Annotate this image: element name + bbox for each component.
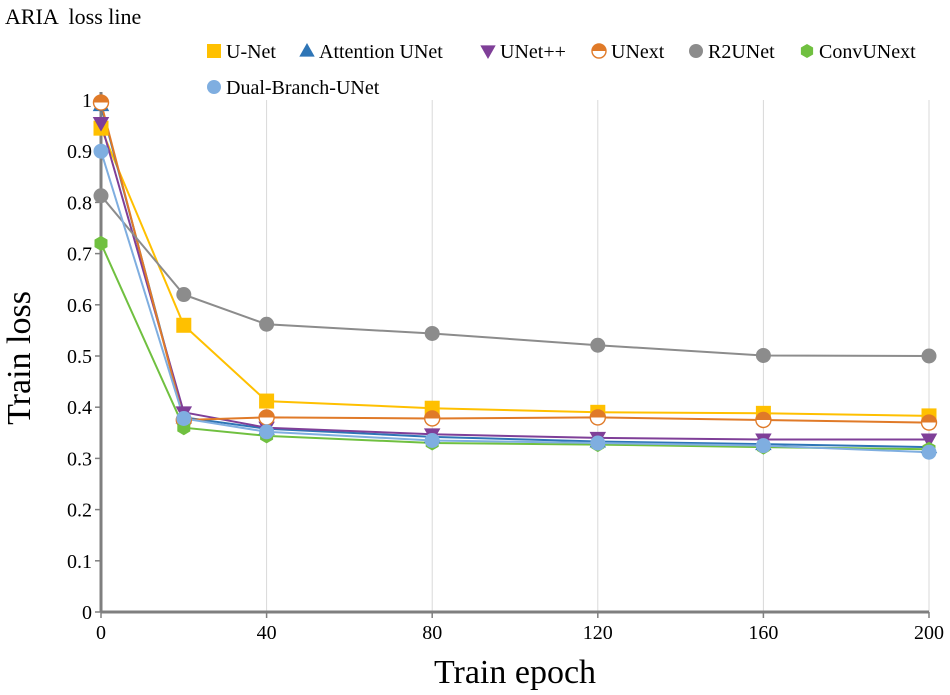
x-tick-label: 0 <box>96 622 106 644</box>
chart-title: ARIA loss line <box>5 4 141 29</box>
data-point-unext <box>589 409 606 426</box>
data-point-dual-branch-unet <box>755 438 771 454</box>
x-tick-label: 40 <box>257 622 277 644</box>
series-points-dual-branch-unet <box>93 143 937 460</box>
legend-item-unetplusplus: UNet++ <box>480 41 566 63</box>
legend-marker-r2unet <box>689 44 703 58</box>
series-line-attention-unet <box>100 104 930 449</box>
legend-marker-convunext <box>800 44 814 58</box>
legend-item-unext: UNext <box>591 41 665 63</box>
series-lines <box>100 102 930 454</box>
x-tick-label: 200 <box>914 622 944 644</box>
data-point-dual-branch-unet <box>176 410 192 426</box>
y-tick-label: 0.5 <box>67 346 92 368</box>
data-point-convunext <box>94 235 108 251</box>
data-point-unetplusplus <box>920 433 938 449</box>
series-markers <box>92 94 938 460</box>
axes <box>95 92 930 618</box>
series-points-unext <box>92 94 938 431</box>
data-point-r2unet <box>755 347 771 363</box>
legend-label-unext: UNext <box>611 41 665 63</box>
legend: U-Net Attention UNet UNet++ UNext R2UNet Conv… <box>207 41 916 99</box>
x-tick-labels: 0 40 80 120 160 200 <box>96 622 944 644</box>
legend-label-unetplusplus: UNet++ <box>500 41 566 63</box>
data-point-unext <box>258 409 275 426</box>
data-point-dual-branch-unet <box>424 432 440 448</box>
data-point-dual-branch-unet <box>590 435 606 451</box>
x-tick-label: 120 <box>583 622 613 644</box>
legend-label-dual-branch-unet: Dual-Branch-UNet <box>226 77 380 99</box>
data-point-unext <box>424 410 441 427</box>
data-point-unext <box>920 414 938 431</box>
legend-item-dual-branch-unet: Dual-Branch-UNet <box>207 77 380 99</box>
data-point-dual-branch-unet <box>259 424 275 440</box>
y-tick-label: 0.7 <box>67 244 92 266</box>
series-points-unetplusplus <box>92 117 938 449</box>
x-tick-label: 160 <box>748 622 778 644</box>
legend-item-convunext: ConvUNext <box>800 41 916 63</box>
legend-marker-attention-unet <box>299 42 315 57</box>
data-point-r2unet <box>590 337 606 353</box>
data-point-r2unet <box>921 348 937 364</box>
series-line-unetplusplus <box>100 122 929 441</box>
legend-item-attention-unet: Attention UNet <box>299 41 443 63</box>
series-line-unext <box>100 102 930 424</box>
series-points-r2unet <box>93 188 937 364</box>
legend-marker-unext <box>591 43 607 59</box>
data-point-unext <box>92 94 110 111</box>
y-tick-label: 0.3 <box>67 448 92 470</box>
y-tick-label: 1 <box>82 90 92 112</box>
data-point-r2unet <box>176 287 192 303</box>
y-tick-label: 0.9 <box>67 141 92 163</box>
legend-item-u-net: U-Net <box>207 41 276 63</box>
y-tick-label: 0.8 <box>67 192 92 214</box>
data-point-u-net <box>176 317 192 333</box>
legend-label-u-net: U-Net <box>226 41 276 63</box>
y-tick-label: 0.4 <box>67 397 92 419</box>
legend-label-convunext: ConvUNext <box>819 41 916 63</box>
series-points-u-net <box>93 120 937 424</box>
x-tick-label: 80 <box>422 622 442 644</box>
legend-label-r2unet: R2UNet <box>708 41 775 63</box>
data-point-unetplusplus <box>92 117 110 132</box>
legend-label-attention-unet: Attention UNet <box>319 41 443 63</box>
series-line-r2unet <box>100 195 930 357</box>
y-tick-labels: 0 0.1 0.2 0.3 0.4 0.5 0.6 0.7 0.8 0.9 1 <box>67 90 92 624</box>
legend-item-r2unet: R2UNet <box>689 41 775 63</box>
y-tick-label: 0.2 <box>67 500 92 522</box>
data-point-unext <box>755 411 772 429</box>
data-point-u-net <box>259 393 275 409</box>
x-axis-label: Train epoch <box>434 654 596 691</box>
data-point-r2unet <box>424 325 440 341</box>
y-tick-label: 0.6 <box>67 295 92 317</box>
legend-marker-unetplusplus <box>480 45 496 60</box>
y-axis-label: Train loss <box>1 291 38 425</box>
legend-marker-dual-branch-unet <box>207 80 221 94</box>
data-point-r2unet <box>93 188 109 204</box>
y-tick-label: 0.1 <box>67 551 92 573</box>
legend-marker-u-net <box>207 44 221 58</box>
data-point-dual-branch-unet <box>93 143 109 159</box>
series-line-u-net <box>100 127 930 417</box>
data-point-dual-branch-unet <box>921 444 937 460</box>
data-point-r2unet <box>259 316 275 332</box>
y-tick-label: 0 <box>82 602 92 624</box>
series-line-dual-branch-unet <box>100 150 930 454</box>
series-points-attention-unet <box>92 96 938 454</box>
